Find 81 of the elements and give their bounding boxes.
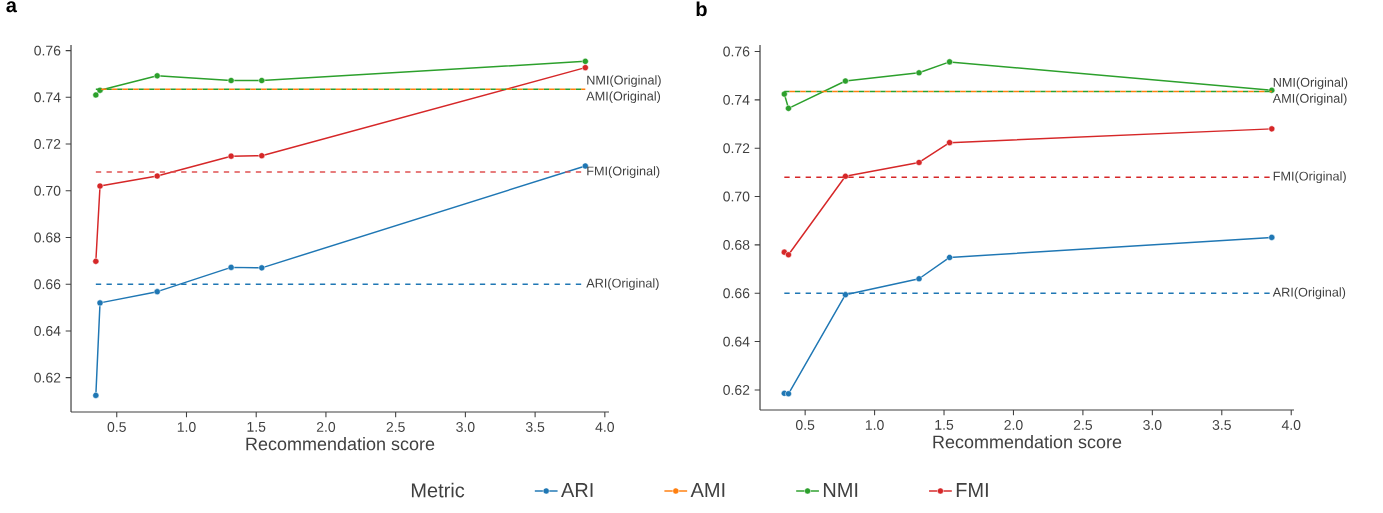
x-tick-label: 2.0 [1004, 420, 1023, 430]
y-tick-label: 0.76 [34, 45, 61, 56]
point [785, 104, 792, 112]
point [153, 72, 161, 80]
x-tick-label: 4.0 [595, 422, 615, 432]
point [96, 182, 104, 190]
x-axis-title: Recommendation score [246, 437, 435, 451]
point [946, 58, 953, 66]
point [96, 86, 104, 94]
point [258, 152, 266, 160]
ref-line-label: NMI(Original) [1273, 77, 1348, 90]
point [780, 90, 788, 98]
x-tick-label: 0.5 [107, 422, 126, 432]
y-tick-label: 0.74 [34, 92, 61, 103]
point [258, 77, 266, 84]
y-tick-label: 0.72 [34, 139, 61, 150]
ref-line-label: FMI(Original) [587, 166, 660, 178]
legend-label: AMI [690, 483, 725, 497]
point [915, 159, 923, 166]
legend-label: FMI [956, 483, 988, 497]
x-tick-label: 1.0 [177, 422, 196, 432]
point [915, 275, 923, 283]
point [1268, 234, 1276, 241]
point [946, 139, 953, 146]
y-tick-label: 0.68 [723, 239, 750, 250]
chart-title: a [6, 1, 18, 13]
y-tick-label: 0.70 [34, 185, 61, 196]
point [227, 264, 235, 271]
x-tick-label: 3.0 [1143, 420, 1162, 430]
point [227, 152, 235, 160]
y-tick-label: 0.74 [723, 94, 750, 105]
ref-line-label: AMI(Original) [1272, 93, 1347, 106]
point [581, 58, 589, 65]
ref-line-label: ARI(Original) [586, 278, 659, 291]
ref-line-label: NMI(Original) [587, 75, 661, 88]
point [96, 299, 104, 307]
x-tick-label: 3.5 [525, 422, 545, 432]
y-tick-label: 0.64 [723, 336, 750, 347]
legend-label: ARI [561, 483, 593, 497]
y-tick-label: 0.72 [723, 143, 750, 154]
x-tick-label: 1.5 [247, 422, 266, 432]
x-tick-label: 2.0 [316, 422, 336, 432]
y-tick-label: 0.68 [34, 232, 61, 243]
y-tick-label: 0.62 [34, 372, 61, 383]
x-tick-label: 3.5 [1212, 420, 1231, 430]
chart-title: b [696, 1, 707, 17]
x-tick-label: 3.0 [456, 422, 475, 432]
y-tick-label: 0.76 [723, 46, 750, 57]
point [785, 390, 792, 398]
x-tick-label: 4.0 [1281, 420, 1301, 430]
point [946, 254, 953, 261]
point [227, 77, 235, 84]
y-tick-label: 0.70 [723, 191, 750, 202]
legend-label: NMI [823, 483, 858, 497]
point [1268, 125, 1276, 133]
x-tick-label: 1.0 [865, 420, 884, 430]
x-tick-label: 1.5 [935, 420, 954, 430]
ref-line-label: ARI(Original) [1272, 287, 1346, 300]
point [153, 172, 161, 180]
legend-title: Metric [411, 482, 465, 498]
x-tick-label: 0.5 [795, 420, 815, 430]
y-tick-label: 0.66 [34, 279, 61, 290]
point [92, 257, 100, 265]
y-tick-label: 0.62 [723, 384, 750, 395]
point [92, 392, 100, 399]
y-tick-label: 0.64 [34, 325, 61, 336]
point [842, 291, 849, 299]
point [258, 264, 266, 272]
point [842, 77, 849, 85]
ref-line-label: AMI(Original) [586, 91, 661, 104]
point [915, 69, 923, 77]
point [842, 172, 849, 180]
point [581, 64, 589, 71]
point [92, 91, 100, 99]
ref-line-label: FMI(Original) [1273, 171, 1346, 184]
x-axis-title: Recommendation score [933, 435, 1122, 449]
x-tick-label: 2.5 [1073, 420, 1093, 430]
point [153, 288, 161, 296]
point [785, 251, 792, 259]
y-tick-label: 0.66 [723, 288, 750, 299]
x-tick-label: 2.5 [386, 422, 405, 432]
